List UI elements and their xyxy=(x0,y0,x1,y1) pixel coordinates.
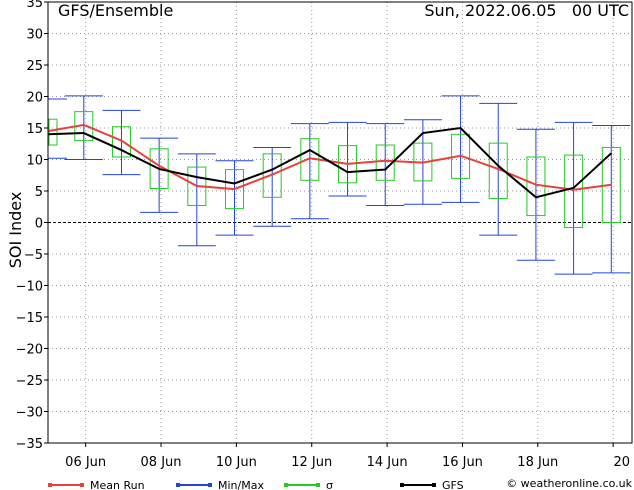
copyright-text: © weatheronline.co.uk xyxy=(506,477,632,490)
y-axis-label: SOI Index xyxy=(6,192,25,269)
legend-label-mean_run: Mean Run xyxy=(90,479,145,490)
gfs-series xyxy=(47,126,612,199)
y-tick-label: 5 xyxy=(35,185,43,200)
y-tick-label: −20 xyxy=(16,343,43,358)
y-tick-label: −15 xyxy=(16,311,43,326)
y-tick-label: 15 xyxy=(26,122,43,137)
legend-label-sigma: σ xyxy=(326,479,333,490)
x-tick-label: 14 Jun xyxy=(367,455,408,470)
y-tick-label: −35 xyxy=(16,437,43,452)
sigma-box xyxy=(375,144,395,181)
y-tick-label: 30 xyxy=(26,28,43,43)
legend-marker-left-minmax xyxy=(176,483,180,487)
y-tick-label: −5 xyxy=(24,248,43,263)
legend-marker-left-gfs xyxy=(400,483,404,487)
legend-marker-right-minmax xyxy=(208,483,212,487)
gfs-line xyxy=(47,126,612,199)
sigma-box xyxy=(338,145,358,184)
x-tick-label: 10 Jun xyxy=(216,455,257,470)
y-tick-label: 0 xyxy=(35,217,43,232)
legend-marker-right-gfs xyxy=(432,483,436,487)
x-tick-labels: 06 Jun 08 Jun 10 Jun 12 Jun 14 Jun 16 Jun 18 J… xyxy=(65,455,630,470)
sigma-box xyxy=(111,126,131,158)
sigma-box xyxy=(48,118,58,146)
x-tick-label: 08 Jun xyxy=(141,455,182,470)
y-tick-label: 25 xyxy=(26,59,43,74)
chart-title: GFS/Ensemble xyxy=(58,1,173,20)
run-date-label: Sun, 2022.06.05 00 UTC xyxy=(424,1,629,20)
y-tick-label: −10 xyxy=(16,280,43,295)
x-tick-label: 12 Jun xyxy=(291,455,332,470)
sigma-boxes xyxy=(48,111,621,229)
legend-marker-right-sigma xyxy=(316,483,320,487)
sigma-box xyxy=(451,133,471,179)
y-tick-label: 10 xyxy=(26,154,43,169)
x-tick-label: 06 Jun xyxy=(65,455,106,470)
x-tick-label: 18 Jun xyxy=(517,455,558,470)
legend-label-minmax: Min/Max xyxy=(218,479,264,490)
legend-marker-left-sigma xyxy=(284,483,288,487)
sigma-box xyxy=(488,142,508,200)
legend-marker-right-mean_run xyxy=(80,483,84,487)
plot-frame xyxy=(47,1,633,444)
sigma-box xyxy=(149,148,169,189)
legend-label-gfs: GFS xyxy=(442,479,464,490)
legend: Mean Run Min/Max σ GFS xyxy=(48,479,464,490)
x-tick-label: 20 xyxy=(613,455,630,470)
y-tick-label: −25 xyxy=(16,374,43,389)
legend-marker-left-mean_run xyxy=(48,483,52,487)
y-tick-labels: −35 −30 −25 −20 −15 −10 −5 0 5 10 15 20 25 30 35 xyxy=(16,0,43,452)
axes xyxy=(44,1,614,447)
x-tick-label: 16 Jun xyxy=(442,455,483,470)
y-tick-label: −30 xyxy=(16,406,43,421)
y-tick-label: 20 xyxy=(26,91,43,106)
sigma-box xyxy=(564,154,584,229)
sigma-box xyxy=(262,153,282,198)
y-tick-label: 35 xyxy=(26,0,43,11)
